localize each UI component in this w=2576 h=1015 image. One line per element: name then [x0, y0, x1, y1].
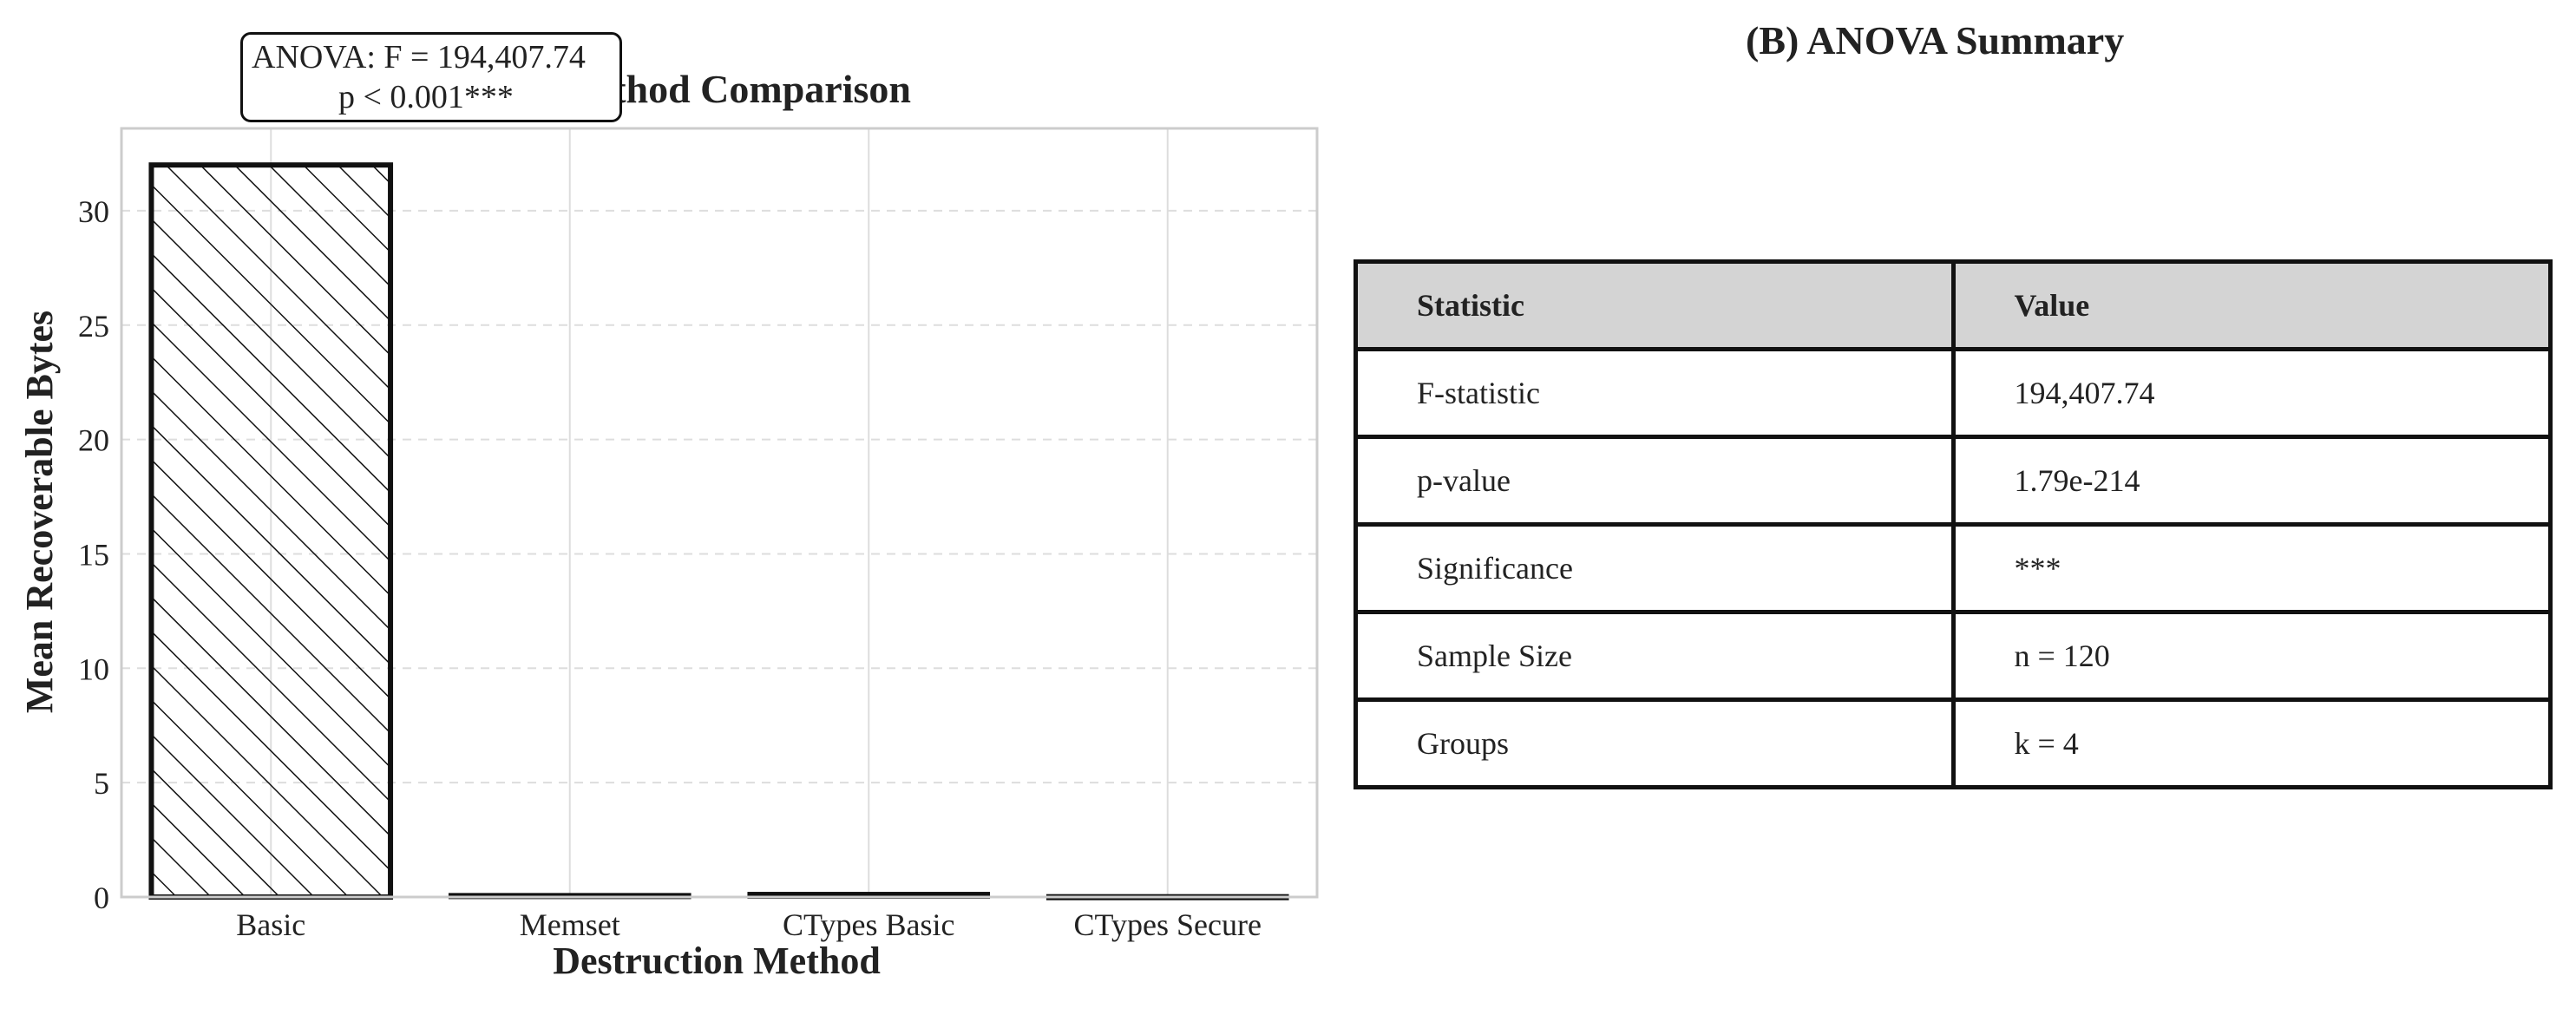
cell-value: 194,407.74 [1950, 347, 2553, 439]
anova-annotation-box: ANOVA: F = 194,407.74 p < 0.001*** [240, 32, 622, 122]
y-tick-labels: 0 5 10 15 20 25 30 [78, 194, 109, 915]
x-tick-label: Memset [520, 907, 620, 942]
x-tick-label: CTypes Basic [783, 907, 954, 942]
bar-basic [148, 162, 394, 900]
y-tick-label: 5 [94, 766, 109, 801]
anova-f-text: ANOVA: F = 194,407.74 [252, 39, 586, 75]
cell-value: 1.79e-214 [1950, 435, 2553, 527]
table-row: p-value 1.79e-214 [1354, 435, 2553, 527]
method-comparison-chart: 0 5 10 15 20 25 30 Basic Memset CTypes Basic CTyp… [18, 127, 1319, 982]
cell-value: n = 120 [1950, 610, 2553, 702]
y-tick-label: 20 [78, 423, 109, 458]
cell-statistic: Groups [1354, 697, 1956, 789]
cell-statistic: p-value [1354, 435, 1956, 527]
y-axis-label: Mean Recoverable Bytes [18, 311, 61, 713]
y-tick-label: 25 [78, 309, 109, 344]
anova-p-text: p < 0.001*** [338, 79, 514, 115]
anova-summary-table: Statistic Value F-statistic 194,407.74 p… [1354, 259, 2553, 789]
x-tick-label: Basic [236, 907, 305, 942]
y-tick-label: 0 [94, 881, 109, 915]
y-tick-label: 15 [78, 537, 109, 572]
x-tick-label: CTypes Secure [1074, 907, 1262, 942]
table-row: Significance *** [1354, 522, 2553, 614]
cell-statistic: Sample Size [1354, 610, 1956, 702]
header-value: Value [1950, 259, 2553, 351]
header-statistic: Statistic [1354, 259, 1956, 351]
cell-statistic: Significance [1354, 522, 1956, 614]
table-title: (B) ANOVA Summary [1746, 18, 2125, 62]
cell-value: k = 4 [1950, 697, 2553, 789]
y-tick-label: 10 [78, 652, 109, 686]
table-row: Sample Size n = 120 [1354, 610, 2553, 702]
table-row: Groups k = 4 [1354, 697, 2553, 789]
cell-value: *** [1950, 522, 2553, 614]
bars [148, 162, 1289, 900]
table-row: F-statistic 194,407.74 [1354, 347, 2553, 439]
table-header-row: Statistic Value [1354, 259, 2553, 351]
x-tick-labels: Basic Memset CTypes Basic CTypes Secure [236, 907, 1262, 942]
x-axis-label: Destruction Method [553, 940, 881, 982]
y-tick-label: 30 [78, 194, 109, 229]
plot-frame [120, 127, 1319, 899]
cell-statistic: F-statistic [1354, 347, 1956, 439]
